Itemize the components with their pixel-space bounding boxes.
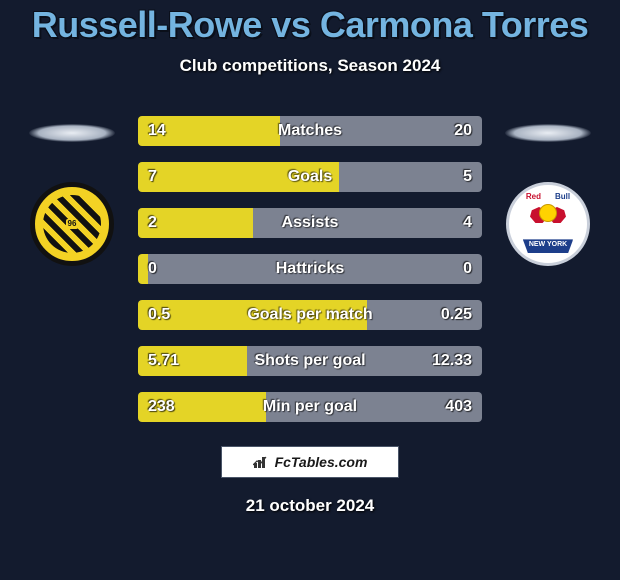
crest-label-left: 96 bbox=[66, 219, 79, 230]
stat-row: Matches1420 bbox=[138, 116, 482, 146]
crest-label-right: NEW YORK bbox=[523, 239, 573, 253]
team-crest-left: 96 bbox=[30, 182, 114, 266]
stat-bar-bg bbox=[138, 162, 482, 192]
right-column: RedBull NEW YORK bbox=[498, 116, 598, 266]
main-row: 96 Matches1420 Goals75 Assists24 Hattricks0… bbox=[0, 116, 620, 422]
stat-row: Goals per match0.50.25 bbox=[138, 300, 482, 330]
subtitle: Club competitions, Season 2024 bbox=[180, 56, 441, 76]
stat-bar-left bbox=[138, 116, 280, 146]
stat-bar-bg bbox=[138, 346, 482, 376]
crest-sun bbox=[539, 204, 557, 222]
stat-row: Hattricks00 bbox=[138, 254, 482, 284]
stat-bar-bg bbox=[138, 300, 482, 330]
stat-row: Shots per goal5.7112.33 bbox=[138, 346, 482, 376]
stat-bar-left bbox=[138, 208, 253, 238]
player-halo-left bbox=[29, 124, 115, 142]
stat-row: Goals75 bbox=[138, 162, 482, 192]
stat-bar-right bbox=[247, 346, 482, 376]
stat-bar-right bbox=[367, 300, 482, 330]
stat-bar-left bbox=[138, 162, 339, 192]
stat-bar-right bbox=[339, 162, 482, 192]
left-column: 96 bbox=[22, 116, 122, 266]
player-halo-right bbox=[505, 124, 591, 142]
brand-chart-icon bbox=[253, 455, 271, 469]
stat-bar-bg bbox=[138, 254, 482, 284]
brand-text: FcTables.com bbox=[275, 454, 368, 470]
stat-bar-left bbox=[138, 254, 148, 284]
stat-bar-right bbox=[253, 208, 482, 238]
stat-bar-bg bbox=[138, 116, 482, 146]
stat-bar-right bbox=[148, 254, 482, 284]
stat-bar-bg bbox=[138, 208, 482, 238]
stats-bars: Matches1420 Goals75 Assists24 Hattricks00 Go… bbox=[138, 116, 482, 422]
stat-bar-left bbox=[138, 392, 266, 422]
crest-top-text: RedBull bbox=[509, 193, 587, 202]
stat-row: Assists24 bbox=[138, 208, 482, 238]
brand-badge: FcTables.com bbox=[221, 446, 399, 478]
footer-date: 21 october 2024 bbox=[246, 496, 375, 516]
stat-bar-left bbox=[138, 300, 367, 330]
page-title: Russell-Rowe vs Carmona Torres bbox=[32, 4, 589, 46]
team-crest-right: RedBull NEW YORK bbox=[506, 182, 590, 266]
stat-bar-left bbox=[138, 346, 247, 376]
stat-bar-right bbox=[280, 116, 482, 146]
stat-row: Min per goal238403 bbox=[138, 392, 482, 422]
stat-bar-bg bbox=[138, 392, 482, 422]
infographic-container: Russell-Rowe vs Carmona Torres Club comp… bbox=[0, 0, 620, 580]
crest-inner-left: 96 bbox=[43, 195, 101, 253]
stat-bar-right bbox=[266, 392, 482, 422]
